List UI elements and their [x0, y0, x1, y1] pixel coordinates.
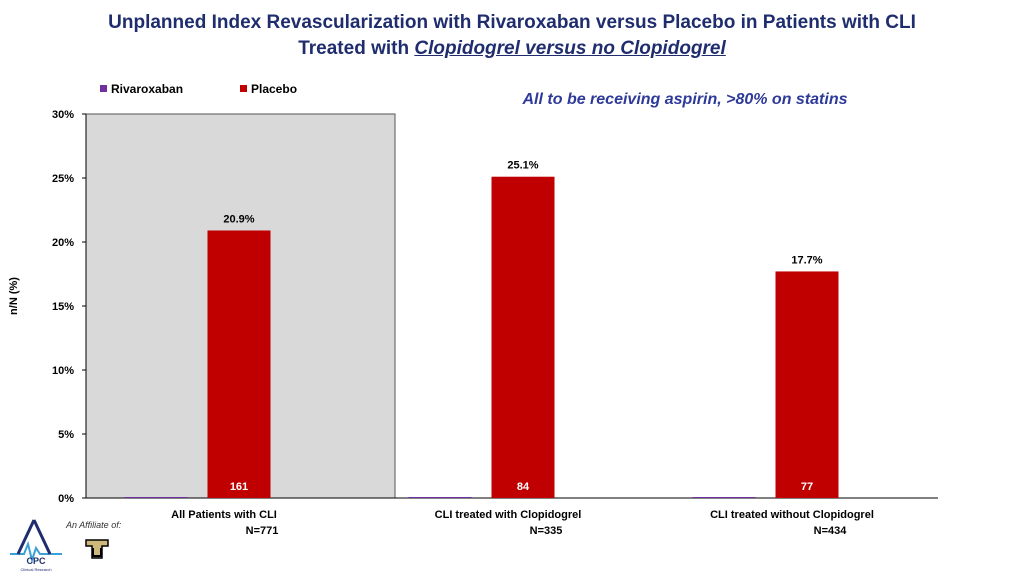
- title-line-1: Unplanned Index Revascularization with R…: [108, 12, 916, 33]
- legend-swatch-rivaroxaban: [100, 85, 107, 92]
- bar-value-label: 25.1%: [507, 160, 538, 172]
- bar-rivaroxaban-1: [408, 497, 472, 498]
- y-tick-label: 0%: [58, 493, 74, 505]
- cpc-logo-tagline: Clinical Research: [20, 567, 51, 572]
- bar-value-label: 20.9%: [223, 213, 254, 225]
- y-tick-label: 20%: [52, 237, 74, 249]
- legend-label-rivaroxaban: Rivaroxaban: [111, 82, 184, 96]
- bar-count-label: 84: [517, 481, 530, 493]
- x-category-n: N=335: [530, 525, 563, 537]
- y-tick-label: 5%: [58, 429, 74, 441]
- y-tick-label: 10%: [52, 365, 74, 377]
- bar-placebo-0: [207, 230, 271, 499]
- legend-label-placebo: Placebo: [251, 82, 298, 96]
- x-category-label: All Patients with CLI: [171, 509, 277, 521]
- x-category-label: CLI treated without Clopidogrel: [710, 509, 874, 521]
- x-category-n: N=771: [246, 525, 279, 537]
- bar-placebo-1: [491, 176, 555, 498]
- bar-placebo-2: [775, 271, 839, 498]
- legend-item-rivaroxaban: Rivaroxaban: [100, 82, 183, 96]
- legend-swatch-placebo: [240, 85, 247, 92]
- bar-count-label: 77: [801, 481, 813, 493]
- y-tick-label: 25%: [52, 173, 74, 185]
- bar-rivaroxaban-2: [692, 497, 756, 498]
- y-axis-label: n/N (%): [8, 277, 20, 315]
- y-tick-label: 15%: [52, 301, 74, 313]
- affiliate-text: An Affiliate of:: [66, 520, 122, 530]
- title-line-2-emphasis: Clopidogrel versus no Clopidogrel: [414, 38, 726, 59]
- bar-rivaroxaban-0: [124, 497, 188, 498]
- cu-logo: [85, 539, 109, 559]
- title-line-2: Treated with Clopidogrel versus no Clopi…: [0, 36, 1024, 62]
- cpc-logo: CPC Clinical Research: [10, 519, 62, 572]
- page-title: Unplanned Index Revascularization with R…: [0, 10, 1024, 62]
- x-category-n: N=434: [814, 525, 848, 537]
- y-tick-label: 30%: [52, 109, 74, 121]
- legend-item-placebo: Placebo: [240, 82, 297, 96]
- title-line-2-prefix: Treated with: [298, 38, 415, 59]
- cpc-logo-name: CPC: [26, 556, 46, 566]
- bar-value-label: 17.7%: [791, 254, 822, 266]
- x-category-label: CLI treated with Clopidogrel: [435, 509, 582, 521]
- bar-count-label: 161: [230, 481, 248, 493]
- study-note: All to be receiving aspirin, >80% on sta…: [522, 91, 848, 108]
